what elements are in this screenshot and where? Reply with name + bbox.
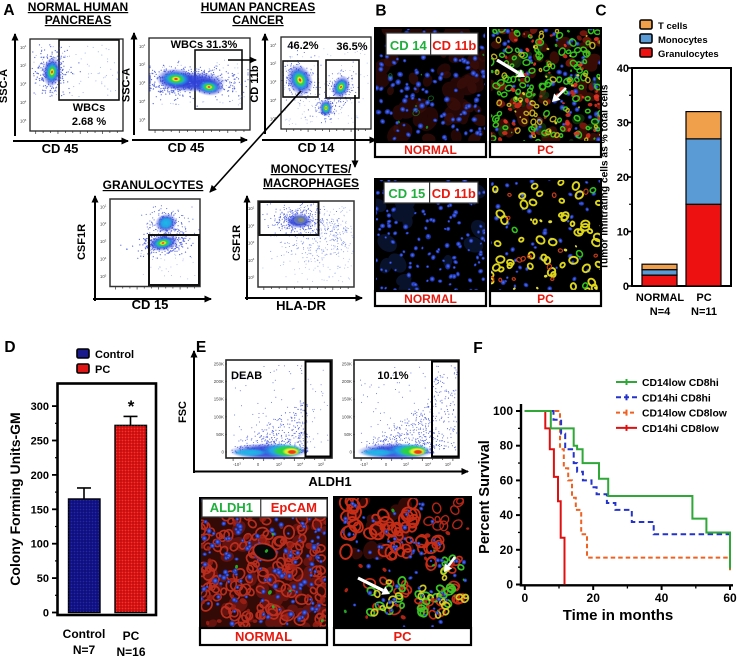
svg-text:T cells: T cells (658, 21, 688, 32)
svg-text:50: 50 (37, 573, 49, 585)
svg-text:50K: 50K (344, 432, 352, 437)
svg-text:250K: 250K (342, 362, 352, 367)
svg-text:N=11: N=11 (691, 306, 717, 318)
svg-text:150K: 150K (214, 397, 224, 402)
svg-text:CD 14: CD 14 (298, 140, 336, 155)
svg-text:PC: PC (537, 143, 554, 157)
svg-text:PC: PC (95, 364, 110, 376)
svg-text:PC: PC (123, 629, 140, 643)
svg-text:DEAB: DEAB (231, 370, 262, 382)
svg-text:NORMAL: NORMAL (404, 292, 457, 306)
svg-text:N=7: N=7 (73, 643, 96, 657)
svg-text:50K: 50K (216, 432, 224, 437)
svg-text:FSC: FSC (177, 401, 189, 423)
svg-text:CD 15: CD 15 (132, 297, 169, 312)
svg-text:Colony Forming Units-GM: Colony Forming Units-GM (7, 412, 23, 585)
svg-text:Control: Control (95, 349, 134, 361)
svg-text:D: D (4, 339, 15, 356)
svg-text:SSC-A: SSC-A (121, 68, 133, 102)
svg-text:200K: 200K (342, 379, 352, 384)
svg-text:0: 0 (623, 281, 629, 293)
svg-text:30: 30 (617, 118, 629, 130)
svg-text:10: 10 (617, 227, 629, 239)
svg-text:ALDH1: ALDH1 (308, 474, 351, 489)
svg-text:CSF1R: CSF1R (76, 224, 88, 260)
svg-text:CD 45: CD 45 (42, 141, 79, 156)
svg-text:N=4: N=4 (650, 306, 671, 318)
svg-text:150K: 150K (342, 397, 352, 402)
svg-text:150: 150 (31, 504, 49, 516)
svg-text:200: 200 (31, 470, 49, 482)
svg-text:CD 11b: CD 11b (432, 38, 476, 53)
svg-text:WBCs 31.3%: WBCs 31.3% (171, 39, 238, 51)
svg-text:CD 14: CD 14 (390, 38, 428, 53)
svg-text:100K: 100K (342, 414, 352, 419)
svg-text:PC: PC (696, 292, 711, 304)
svg-text:C: C (595, 3, 606, 20)
svg-text:E: E (196, 339, 206, 356)
svg-text:CD 11b: CD 11b (432, 186, 476, 201)
svg-text:2.68 %: 2.68 % (72, 116, 106, 128)
svg-text:A: A (3, 2, 14, 19)
svg-text:36.5%: 36.5% (336, 41, 367, 53)
svg-text:CANCER: CANCER (232, 13, 284, 27)
svg-text:MACROPHAGES: MACROPHAGES (263, 176, 359, 190)
svg-text:*: * (128, 397, 135, 416)
svg-text:CD 11b: CD 11b (249, 65, 261, 103)
svg-text:100: 100 (31, 539, 49, 551)
svg-text:Granulocytes: Granulocytes (658, 49, 719, 60)
svg-text:Monocytes: Monocytes (658, 35, 708, 46)
svg-text:PC: PC (537, 292, 554, 306)
svg-text:B: B (375, 3, 386, 20)
svg-text:HLA-DR: HLA-DR (276, 298, 326, 313)
svg-text:NORMAL: NORMAL (404, 143, 457, 157)
svg-text:GRANULOCYTES: GRANULOCYTES (103, 178, 204, 192)
svg-text:20: 20 (617, 172, 629, 184)
svg-text:CD 15: CD 15 (388, 186, 425, 201)
svg-text:CSF1R: CSF1R (231, 225, 243, 261)
svg-text:250: 250 (31, 436, 49, 448)
svg-text:NORMAL: NORMAL (636, 292, 685, 304)
svg-text:N=16: N=16 (116, 645, 145, 659)
svg-text:200K: 200K (214, 379, 224, 384)
svg-text:100K: 100K (214, 414, 224, 419)
svg-text:SSC-A: SSC-A (0, 69, 10, 103)
svg-text:Tumor infiltrating cells as %: Tumor infiltrating cells as % total cell… (600, 84, 611, 269)
svg-text:WBCs: WBCs (73, 102, 105, 114)
svg-text:CD 45: CD 45 (168, 140, 205, 155)
svg-text:300: 300 (31, 401, 49, 413)
svg-text:PANCREAS: PANCREAS (45, 13, 111, 27)
svg-text:HUMAN PANCREAS: HUMAN PANCREAS (201, 0, 315, 14)
svg-text:NORMAL HUMAN: NORMAL HUMAN (28, 0, 128, 14)
svg-text:MONOCYTES/: MONOCYTES/ (271, 162, 352, 176)
svg-text:40: 40 (617, 63, 629, 75)
svg-text:250K: 250K (214, 362, 224, 367)
svg-text:0: 0 (43, 608, 49, 620)
svg-text:46.2%: 46.2% (287, 40, 318, 52)
svg-text:Control: Control (63, 627, 106, 641)
